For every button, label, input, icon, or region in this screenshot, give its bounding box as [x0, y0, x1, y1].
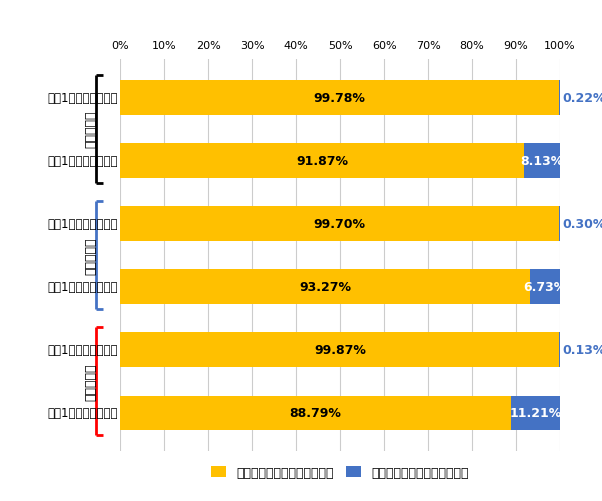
Bar: [120, 206, 559, 241]
Text: 88.79%: 88.79%: [290, 407, 341, 419]
Text: 過去1年喫煙経験なし: 過去1年喫煙経験なし: [48, 344, 118, 357]
Legend: 危険ドラッグの生涯経験なし, 危険ドラッグの生涯経験あり: 危険ドラッグの生涯経験なし, 危険ドラッグの生涯経験あり: [206, 461, 474, 484]
Bar: [559, 206, 560, 241]
Text: 6.73%: 6.73%: [524, 281, 566, 294]
Text: 93.27%: 93.27%: [299, 281, 352, 294]
Text: 過去1年喫煙経験なし: 過去1年喫煙経験なし: [48, 92, 118, 104]
Text: 中学生全体: 中学生全体: [84, 111, 98, 148]
Bar: [120, 81, 559, 115]
Text: 11.21%: 11.21%: [509, 407, 561, 419]
Text: 過去1年喫煙経験あり: 過去1年喫煙経験あり: [48, 154, 118, 167]
Bar: [524, 144, 560, 178]
Text: 0.30%: 0.30%: [562, 217, 602, 230]
Text: 0.13%: 0.13%: [562, 344, 602, 357]
Text: 0.22%: 0.22%: [562, 92, 602, 104]
Text: 8.13%: 8.13%: [520, 154, 563, 167]
Text: 過去1年喫煙経験あり: 過去1年喫煙経験あり: [48, 407, 118, 419]
Text: 女子中学生: 女子中学生: [84, 363, 98, 400]
Text: 99.87%: 99.87%: [314, 344, 366, 357]
Text: 男子中学生: 男子中学生: [84, 237, 98, 274]
Text: 99.78%: 99.78%: [314, 92, 365, 104]
Bar: [120, 144, 524, 178]
Bar: [510, 396, 560, 430]
Bar: [120, 333, 559, 367]
Text: 過去1年喫煙経験あり: 過去1年喫煙経験あり: [48, 281, 118, 294]
Text: 91.87%: 91.87%: [296, 154, 349, 167]
Bar: [120, 396, 510, 430]
Text: 99.70%: 99.70%: [314, 217, 365, 230]
Bar: [530, 270, 560, 304]
Bar: [559, 81, 560, 115]
Bar: [120, 270, 530, 304]
Text: 過去1年喫煙経験なし: 過去1年喫煙経験なし: [48, 217, 118, 230]
